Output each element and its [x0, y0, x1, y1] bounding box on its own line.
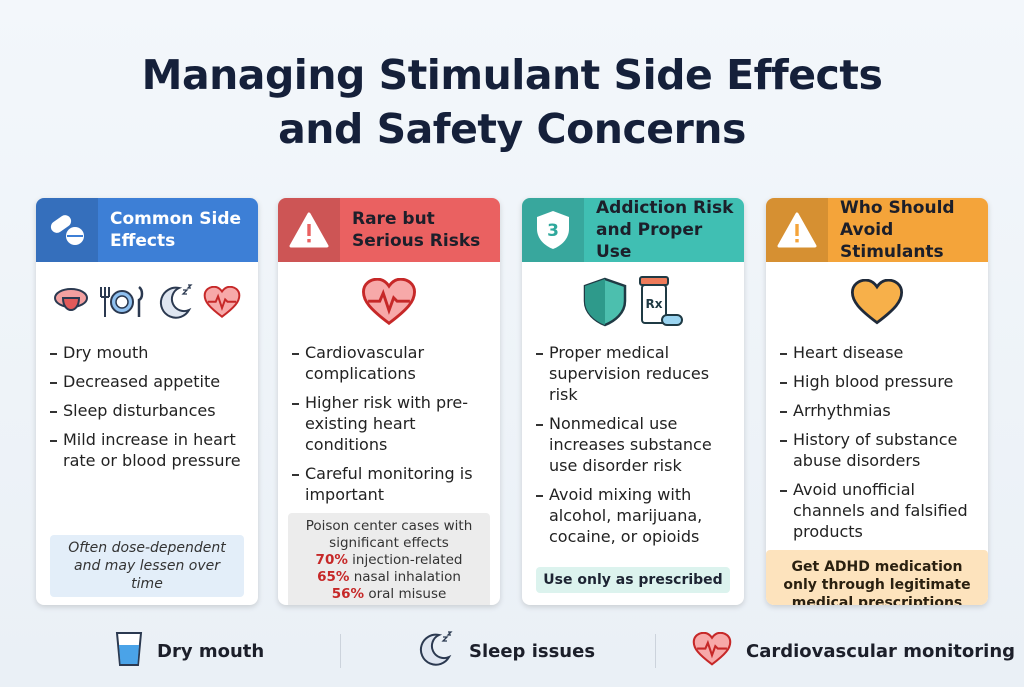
separator: [340, 634, 341, 668]
icon-row: [278, 262, 500, 342]
footer-label: Sleep issues: [469, 640, 596, 662]
icon-row: [766, 262, 988, 342]
stat-value: 70%: [315, 552, 348, 568]
item-list: Cardiovascular complications Higher risk …: [278, 342, 500, 513]
card-note: Often dose-dependent and may lessen over…: [50, 535, 244, 597]
badge: 3: [547, 221, 559, 241]
list-item: History of substance abuse disorders: [780, 429, 976, 471]
shield-icon: [583, 277, 627, 327]
footer-label: Dry mouth: [157, 640, 265, 662]
card: Common Side Effects Dry mouth Decreased a…: [36, 198, 258, 605]
list-item: Arrhythmias: [780, 400, 976, 421]
card: Who Should Avoid Stimulants Heart disease…: [766, 198, 988, 605]
item-list: Heart disease High blood pressure Arrhythm…: [766, 342, 988, 550]
list-item: Careful monitoring is important: [292, 463, 488, 505]
stats-heading: Poison center cases with significant eff…: [305, 518, 473, 551]
warning-icon: [777, 212, 817, 248]
card-header: Rare but Serious Risks: [278, 198, 500, 262]
footer-icon: [692, 631, 732, 671]
moon-icon: [159, 284, 193, 319]
card-header: Common Side Effects: [36, 198, 258, 262]
card-title: Common Side Effects: [110, 209, 242, 251]
list-item: Dry mouth: [50, 342, 246, 363]
item-list: Proper medical supervision reduces risk N…: [522, 342, 744, 555]
meal-icon: [100, 286, 144, 317]
list-item: High blood pressure: [780, 371, 976, 392]
footer-label: Cardiovascular monitoring: [746, 640, 1016, 662]
stats-box: Poison center cases with significant eff…: [288, 513, 490, 605]
list-item: Heart disease: [780, 342, 976, 363]
list-item: Avoid mixing with alcohol, marijuana, co…: [536, 484, 732, 547]
separator: [655, 634, 656, 668]
header-icon: [766, 198, 828, 262]
stat-label: injection-related: [352, 552, 463, 568]
card: Rare but Serious Risks Cardiovascular com…: [278, 198, 500, 605]
moon-icon: [419, 630, 453, 666]
pill-icon: [50, 215, 84, 245]
card-title: Who Should Avoid Stimulants: [840, 198, 955, 262]
header-icon: [36, 198, 98, 262]
stats-row: 56% oral misuse: [294, 586, 484, 603]
mouth-icon: [54, 288, 88, 311]
rx-label: Rx: [646, 297, 663, 311]
header-icon: [278, 198, 340, 262]
heart-icon: [850, 279, 904, 325]
footer-icon: [115, 631, 143, 672]
item-list: Dry mouth Decreased appetite Sleep disturb…: [36, 342, 258, 479]
bottle-icon: Rx: [639, 276, 683, 326]
stat-label: nasal inhalation: [353, 569, 461, 585]
footer-icon: [415, 629, 455, 674]
card-header: Who Should Avoid Stimulants: [766, 198, 988, 262]
heart-icon: [203, 285, 241, 318]
list-item: Cardiovascular complications: [292, 342, 488, 384]
glass-icon: [115, 631, 143, 666]
list-item: Nonmedical use increases substance use d…: [536, 413, 732, 476]
stat-value: 56%: [331, 586, 365, 602]
list-item: Sleep disturbances: [50, 400, 246, 421]
list-item: Higher risk with pre-existing heart cond…: [292, 392, 488, 455]
card: 3 Addiction Risk and Proper Use Rx Proper …: [522, 198, 744, 605]
list-item: Mild increase in heart rate or blood pre…: [50, 429, 246, 471]
card-title: Addiction Risk and Proper Use: [596, 198, 734, 262]
footer-item: Dry mouth: [115, 628, 264, 674]
stats-row: 65% nasal inhalation: [294, 569, 484, 586]
card-header: 3 Addiction Risk and Proper Use: [522, 198, 744, 262]
footer-item: Sleep issues: [415, 628, 595, 674]
icon-row: Rx: [522, 262, 744, 342]
card-note: Get ADHD medication only through legitim…: [766, 550, 988, 605]
stat-value: 65%: [317, 569, 350, 585]
footer: Dry mouth Sleep issues Cardiovascular moni…: [0, 628, 1024, 674]
stat-label: oral misuse: [368, 586, 447, 602]
card-note: Use only as prescribed: [536, 567, 730, 593]
card-title: Rare but Serious Risks: [352, 209, 481, 251]
icon-row: [36, 262, 258, 342]
heart-icon: [692, 631, 732, 666]
stats-row: 70% injection-related: [294, 552, 484, 569]
heart-icon: [362, 278, 416, 326]
page-title: Managing Stimulant Side Effects and Safe…: [141, 51, 883, 153]
shield-icon: 3: [537, 211, 569, 249]
header-icon: 3: [522, 198, 584, 262]
warning-icon: [289, 212, 329, 248]
list-item: Proper medical supervision reduces risk: [536, 342, 732, 405]
list-item: Avoid unofficial channels and falsified …: [780, 479, 976, 542]
footer-item: Cardiovascular monitoring: [692, 628, 1015, 674]
list-item: Decreased appetite: [50, 371, 246, 392]
